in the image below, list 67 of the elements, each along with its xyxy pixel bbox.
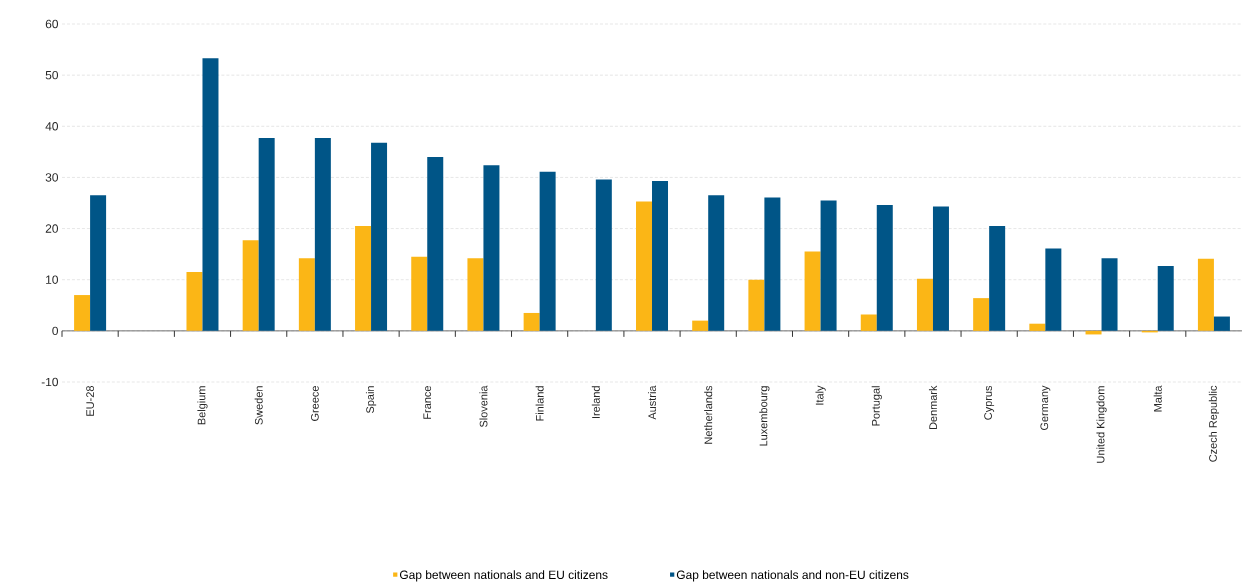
bar <box>708 195 725 331</box>
y-tick-label: 10 <box>46 275 59 284</box>
bar <box>314 138 331 331</box>
bar <box>820 200 837 331</box>
x-tick-label: Spain <box>365 386 377 414</box>
x-tick-label: Czech Republic <box>1208 385 1220 462</box>
bar <box>764 197 781 331</box>
bar <box>371 142 388 331</box>
y-tick-label: 60 <box>45 19 59 29</box>
x-tick-label: Netherlands <box>704 385 713 444</box>
legend-label: Gap between nationals and non-EU citizens <box>676 570 909 582</box>
bar <box>1157 265 1174 331</box>
x-tick-label: Greece <box>310 386 319 421</box>
y-tick-label: 50 <box>45 70 59 80</box>
x-tick-label: Belgium <box>197 386 208 425</box>
y-tick-label: 40 <box>45 122 59 131</box>
bar <box>258 138 275 331</box>
x-tick-label: Finland <box>535 386 544 421</box>
bar <box>973 298 990 331</box>
y-tick-label: -10 <box>41 377 59 387</box>
legend-label: Gap between nationals and EU citizens <box>399 570 608 582</box>
bar <box>74 295 91 331</box>
bar <box>1197 258 1214 331</box>
x-tick-label: Italy <box>815 385 826 405</box>
bar <box>202 58 219 331</box>
x-tick-label: Sweden <box>254 386 263 425</box>
bar <box>932 206 949 331</box>
x-tick-label: Denmark <box>928 385 937 430</box>
x-tick-label: Germany <box>1040 385 1051 431</box>
x-tick-label: Austria <box>647 385 657 420</box>
x-tick-label: France <box>423 386 432 419</box>
bar <box>523 312 540 331</box>
y-tick-label: 30 <box>45 173 59 182</box>
x-tick-label: Slovenia <box>479 385 488 428</box>
y-tick-label: 20 <box>45 224 59 233</box>
x-tick-label: United Kingdom <box>1096 386 1107 463</box>
bar <box>539 171 556 331</box>
bar <box>989 226 1006 331</box>
bar <box>692 320 709 331</box>
bar <box>411 256 428 331</box>
bar <box>1029 323 1046 331</box>
bar <box>355 226 372 331</box>
bar <box>916 278 933 331</box>
bar <box>242 240 259 331</box>
bar <box>90 195 107 331</box>
bar <box>483 165 500 331</box>
bar <box>876 205 893 331</box>
bar <box>804 251 821 331</box>
x-tick-label: Cyprus <box>984 385 995 420</box>
bar <box>1045 248 1062 331</box>
bar <box>1101 258 1118 331</box>
x-tick-label: Portugal <box>871 386 882 426</box>
x-tick-label: Luxembourg <box>759 386 770 446</box>
bar <box>298 258 315 331</box>
bar <box>636 201 653 331</box>
bar <box>860 314 877 331</box>
x-tick-label: Ireland <box>591 386 600 419</box>
bar <box>186 272 203 331</box>
bar <box>467 258 484 331</box>
y-tick-label: 0 <box>52 326 59 336</box>
bar <box>748 279 765 331</box>
x-tick-label: Malta <box>1153 385 1162 412</box>
bar <box>652 181 669 331</box>
bar <box>595 179 612 331</box>
bar <box>1213 316 1230 331</box>
bar <box>427 156 444 331</box>
x-tick-label: EU-28 <box>86 386 94 416</box>
